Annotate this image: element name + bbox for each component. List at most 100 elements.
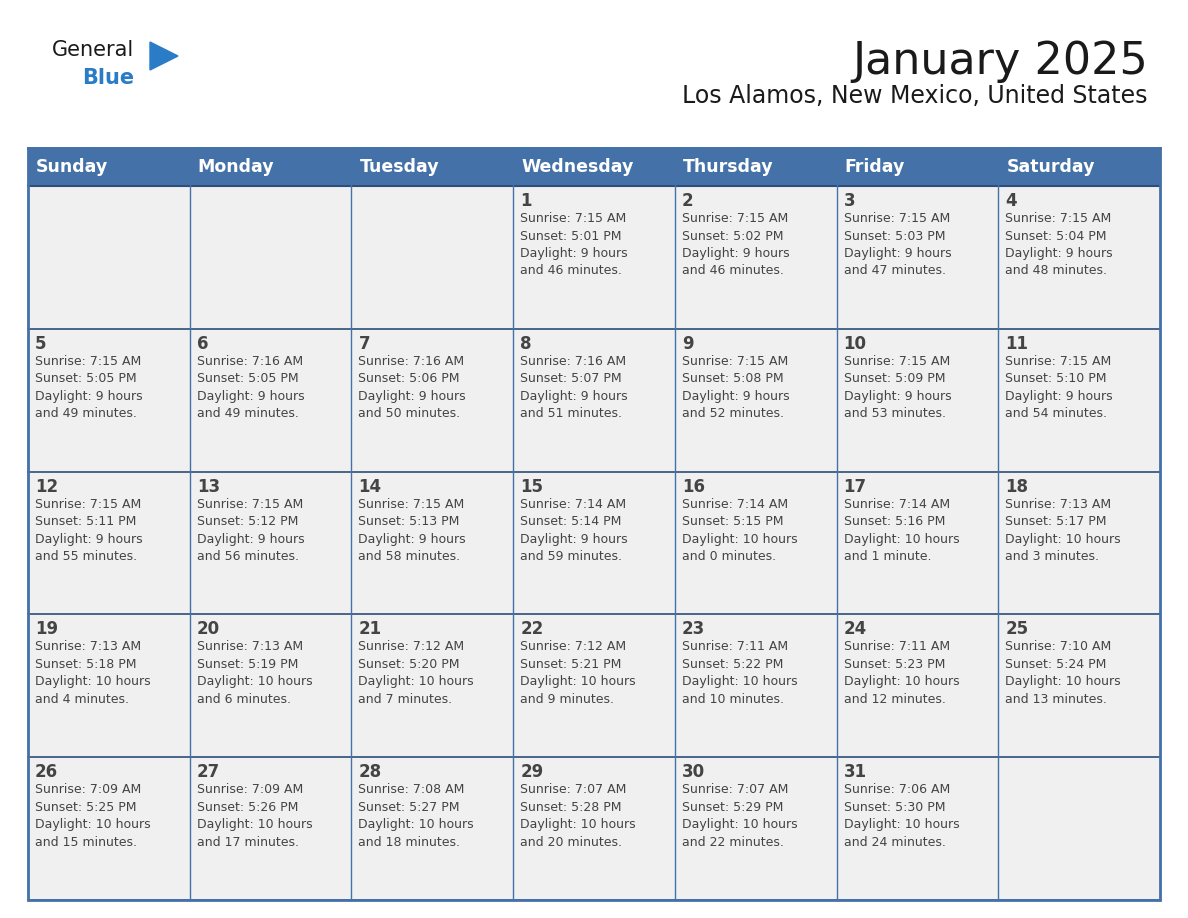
Text: Los Alamos, New Mexico, United States: Los Alamos, New Mexico, United States <box>682 84 1148 108</box>
Text: Daylight: 9 hours: Daylight: 9 hours <box>359 532 466 545</box>
Text: Sunrise: 7:14 AM: Sunrise: 7:14 AM <box>682 498 788 510</box>
Text: Sunset: 5:04 PM: Sunset: 5:04 PM <box>1005 230 1107 242</box>
Bar <box>29 148 190 186</box>
Text: and 49 minutes.: and 49 minutes. <box>197 408 298 420</box>
Text: Sunset: 5:26 PM: Sunset: 5:26 PM <box>197 800 298 813</box>
Text: Sunrise: 7:08 AM: Sunrise: 7:08 AM <box>359 783 465 796</box>
Text: Sunset: 5:03 PM: Sunset: 5:03 PM <box>843 230 946 242</box>
Text: and 55 minutes.: and 55 minutes. <box>34 550 137 563</box>
Text: Friday: Friday <box>845 158 905 176</box>
Text: Daylight: 10 hours: Daylight: 10 hours <box>359 818 474 831</box>
Text: Sunset: 5:09 PM: Sunset: 5:09 PM <box>843 373 946 386</box>
Text: 11: 11 <box>1005 335 1029 353</box>
Text: Sunset: 5:11 PM: Sunset: 5:11 PM <box>34 515 137 528</box>
Text: and 49 minutes.: and 49 minutes. <box>34 408 137 420</box>
Text: 3: 3 <box>843 192 855 210</box>
Bar <box>29 757 1159 900</box>
Text: Sunset: 5:27 PM: Sunset: 5:27 PM <box>359 800 460 813</box>
Text: Daylight: 9 hours: Daylight: 9 hours <box>843 247 952 260</box>
Text: Sunset: 5:02 PM: Sunset: 5:02 PM <box>682 230 783 242</box>
Text: Sunrise: 7:15 AM: Sunrise: 7:15 AM <box>34 498 141 510</box>
Bar <box>675 148 836 186</box>
Text: Daylight: 9 hours: Daylight: 9 hours <box>1005 247 1113 260</box>
Bar <box>29 186 1159 329</box>
Text: Sunrise: 7:15 AM: Sunrise: 7:15 AM <box>1005 354 1112 368</box>
Text: Sunset: 5:19 PM: Sunset: 5:19 PM <box>197 658 298 671</box>
Text: 27: 27 <box>197 763 220 781</box>
Text: Sunrise: 7:12 AM: Sunrise: 7:12 AM <box>359 641 465 654</box>
Text: 25: 25 <box>1005 621 1029 638</box>
Text: Wednesday: Wednesday <box>522 158 633 176</box>
Text: and 47 minutes.: and 47 minutes. <box>843 264 946 277</box>
Text: and 1 minute.: and 1 minute. <box>843 550 931 563</box>
Text: 20: 20 <box>197 621 220 638</box>
Text: Daylight: 9 hours: Daylight: 9 hours <box>34 390 143 403</box>
Text: Sunset: 5:08 PM: Sunset: 5:08 PM <box>682 373 783 386</box>
Text: 6: 6 <box>197 335 208 353</box>
Text: 1: 1 <box>520 192 532 210</box>
Text: 24: 24 <box>843 621 867 638</box>
Text: and 46 minutes.: and 46 minutes. <box>520 264 623 277</box>
Text: Sunrise: 7:15 AM: Sunrise: 7:15 AM <box>520 212 626 225</box>
Text: 19: 19 <box>34 621 58 638</box>
Text: Sunset: 5:16 PM: Sunset: 5:16 PM <box>843 515 944 528</box>
Text: Daylight: 10 hours: Daylight: 10 hours <box>682 676 797 688</box>
Text: Daylight: 9 hours: Daylight: 9 hours <box>843 390 952 403</box>
Text: Sunrise: 7:15 AM: Sunrise: 7:15 AM <box>843 212 950 225</box>
Bar <box>190 148 352 186</box>
Bar <box>29 148 1159 900</box>
Text: 28: 28 <box>359 763 381 781</box>
Text: Sunrise: 7:15 AM: Sunrise: 7:15 AM <box>843 354 950 368</box>
Text: Sunset: 5:14 PM: Sunset: 5:14 PM <box>520 515 621 528</box>
Text: Sunrise: 7:09 AM: Sunrise: 7:09 AM <box>197 783 303 796</box>
Text: Sunrise: 7:12 AM: Sunrise: 7:12 AM <box>520 641 626 654</box>
Text: Sunrise: 7:16 AM: Sunrise: 7:16 AM <box>359 354 465 368</box>
Text: and 3 minutes.: and 3 minutes. <box>1005 550 1099 563</box>
Text: Sunset: 5:10 PM: Sunset: 5:10 PM <box>1005 373 1107 386</box>
Text: 8: 8 <box>520 335 532 353</box>
Text: Sunset: 5:12 PM: Sunset: 5:12 PM <box>197 515 298 528</box>
Text: Daylight: 9 hours: Daylight: 9 hours <box>520 247 627 260</box>
Text: Tuesday: Tuesday <box>360 158 440 176</box>
Text: Daylight: 9 hours: Daylight: 9 hours <box>197 532 304 545</box>
Text: Sunset: 5:01 PM: Sunset: 5:01 PM <box>520 230 621 242</box>
Text: 30: 30 <box>682 763 704 781</box>
Text: Sunset: 5:13 PM: Sunset: 5:13 PM <box>359 515 460 528</box>
Text: Daylight: 10 hours: Daylight: 10 hours <box>1005 532 1121 545</box>
Text: Sunrise: 7:06 AM: Sunrise: 7:06 AM <box>843 783 950 796</box>
Text: General: General <box>52 40 134 60</box>
Text: Sunrise: 7:13 AM: Sunrise: 7:13 AM <box>197 641 303 654</box>
Text: Sunset: 5:07 PM: Sunset: 5:07 PM <box>520 373 621 386</box>
Text: and 50 minutes.: and 50 minutes. <box>359 408 461 420</box>
Text: and 13 minutes.: and 13 minutes. <box>1005 693 1107 706</box>
Text: 10: 10 <box>843 335 866 353</box>
Text: and 53 minutes.: and 53 minutes. <box>843 408 946 420</box>
Text: and 52 minutes.: and 52 minutes. <box>682 408 784 420</box>
Text: Sunset: 5:05 PM: Sunset: 5:05 PM <box>34 373 137 386</box>
Text: Sunset: 5:29 PM: Sunset: 5:29 PM <box>682 800 783 813</box>
Text: Sunrise: 7:14 AM: Sunrise: 7:14 AM <box>843 498 949 510</box>
Text: Sunset: 5:30 PM: Sunset: 5:30 PM <box>843 800 946 813</box>
Text: Sunrise: 7:14 AM: Sunrise: 7:14 AM <box>520 498 626 510</box>
Text: Daylight: 10 hours: Daylight: 10 hours <box>1005 676 1121 688</box>
Text: Sunset: 5:20 PM: Sunset: 5:20 PM <box>359 658 460 671</box>
Text: Sunrise: 7:10 AM: Sunrise: 7:10 AM <box>1005 641 1112 654</box>
Text: 29: 29 <box>520 763 543 781</box>
Text: Sunrise: 7:07 AM: Sunrise: 7:07 AM <box>520 783 626 796</box>
Text: Sunrise: 7:15 AM: Sunrise: 7:15 AM <box>197 498 303 510</box>
Text: Sunrise: 7:15 AM: Sunrise: 7:15 AM <box>682 212 788 225</box>
Text: Sunrise: 7:16 AM: Sunrise: 7:16 AM <box>197 354 303 368</box>
Text: Sunset: 5:28 PM: Sunset: 5:28 PM <box>520 800 621 813</box>
Text: 5: 5 <box>34 335 46 353</box>
Text: 14: 14 <box>359 477 381 496</box>
Text: Sunrise: 7:11 AM: Sunrise: 7:11 AM <box>682 641 788 654</box>
Text: 21: 21 <box>359 621 381 638</box>
Text: and 24 minutes.: and 24 minutes. <box>843 835 946 849</box>
Text: 17: 17 <box>843 477 867 496</box>
Bar <box>29 472 1159 614</box>
Bar <box>998 148 1159 186</box>
Text: Sunrise: 7:07 AM: Sunrise: 7:07 AM <box>682 783 788 796</box>
Text: January 2025: January 2025 <box>852 40 1148 83</box>
Text: and 48 minutes.: and 48 minutes. <box>1005 264 1107 277</box>
Text: Sunrise: 7:09 AM: Sunrise: 7:09 AM <box>34 783 141 796</box>
